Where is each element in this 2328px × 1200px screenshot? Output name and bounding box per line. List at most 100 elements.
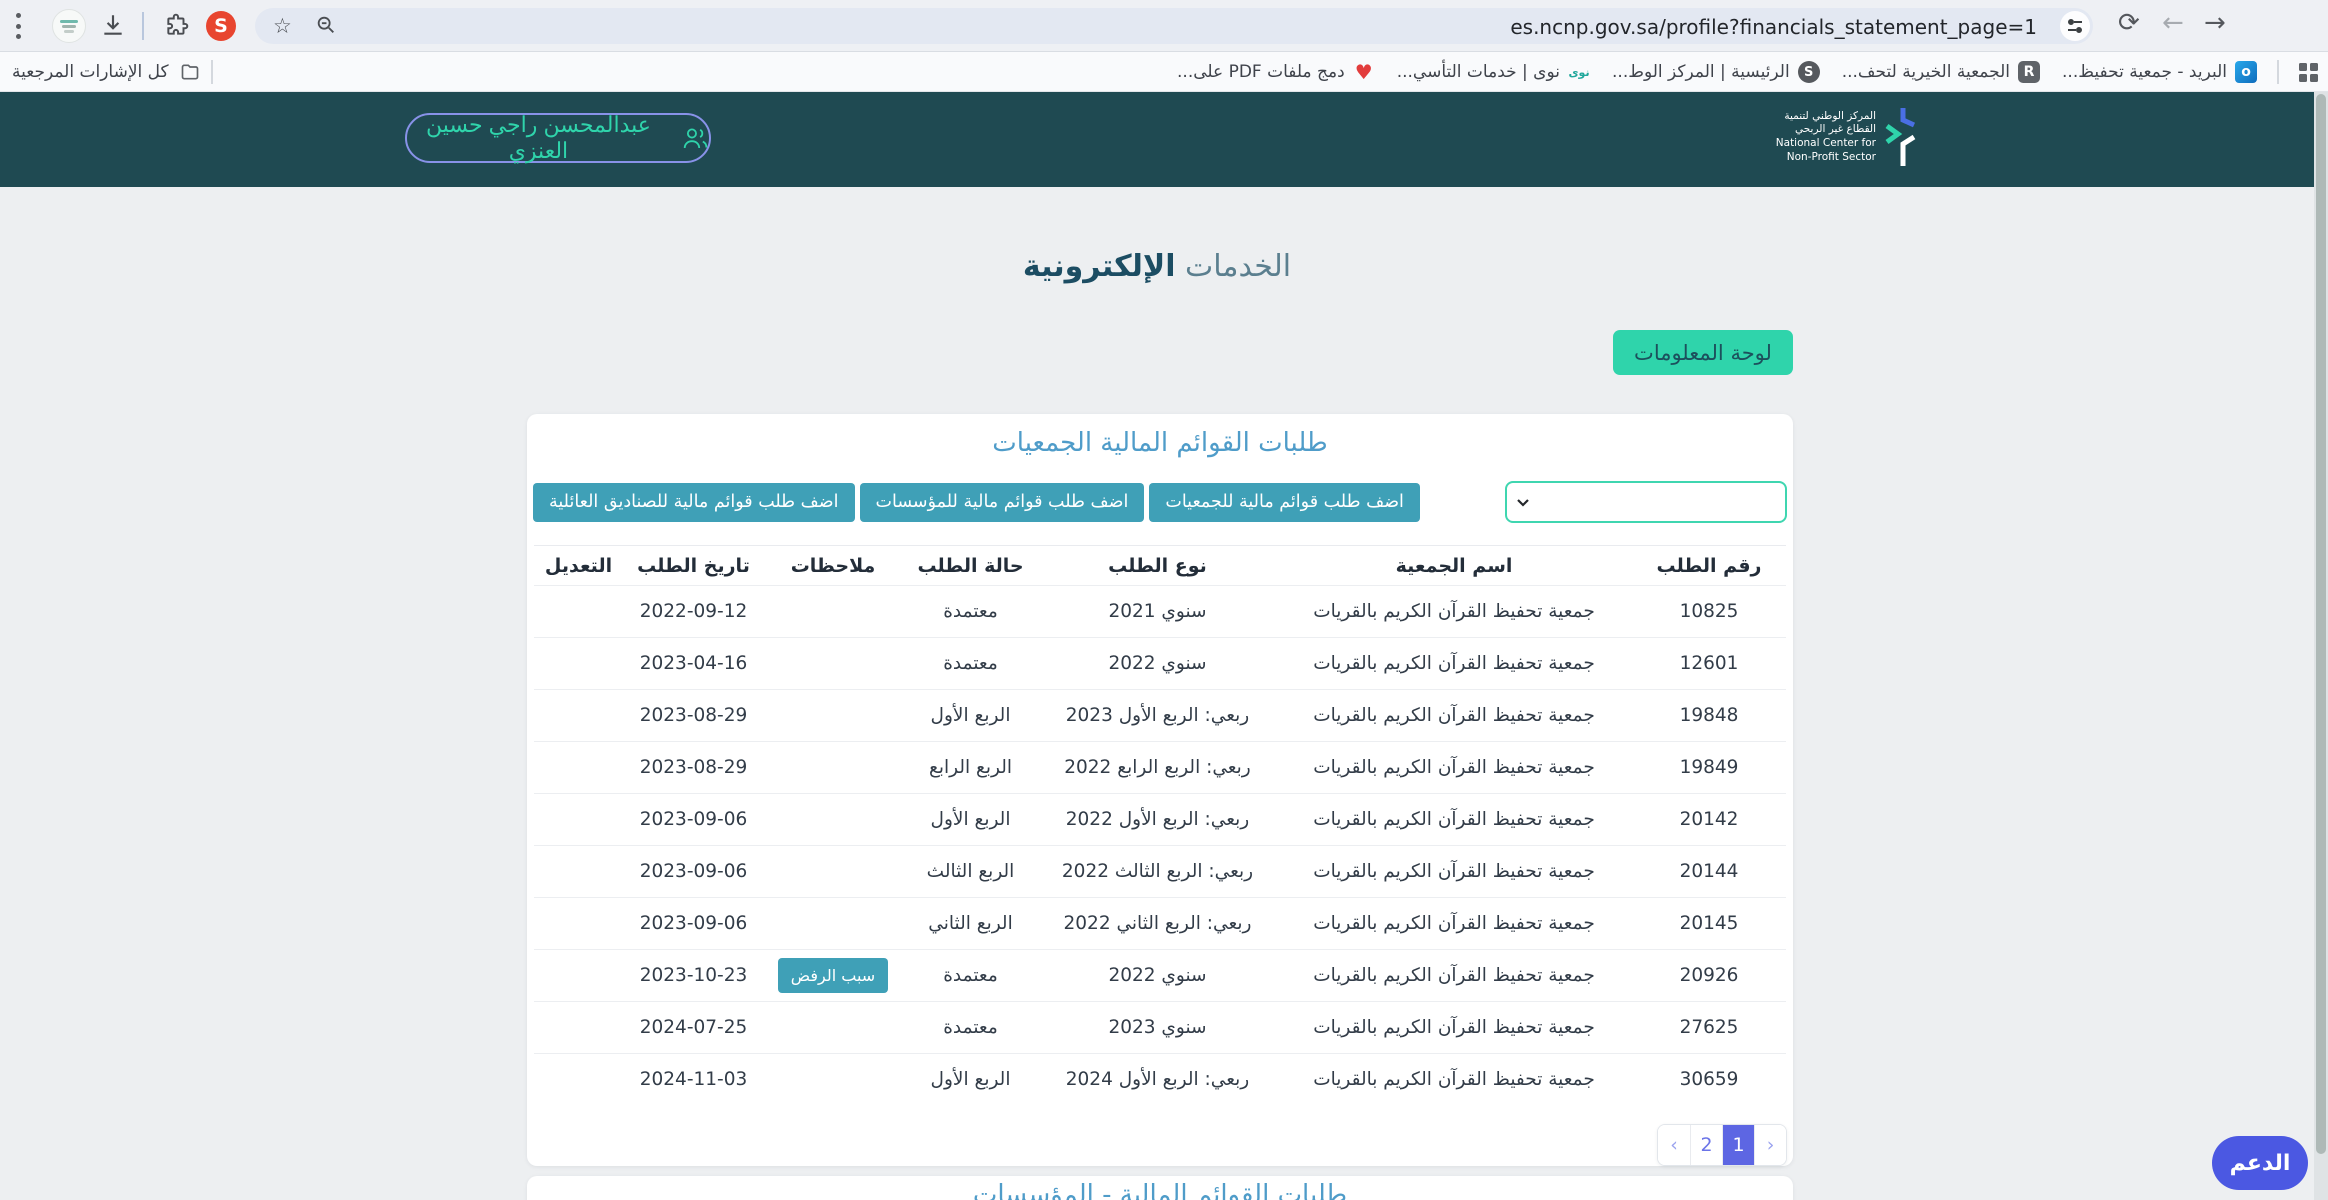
bookmark-item[interactable]: o البريد - جمعية تحفيظ... <box>2062 61 2257 83</box>
user-name: عبدالمحسن راجي حسين العنزي <box>425 112 651 163</box>
column-header: حالة الطلب <box>917 554 1024 577</box>
cell-request-type: سنوي 2022 <box>1039 949 1276 1002</box>
cell-request-no: 27625 <box>1632 1001 1786 1054</box>
cell-notes <box>764 689 902 742</box>
browser-toolbar: S ☆ es.ncnp.gov.sa/profile?financials_st… <box>0 0 2328 52</box>
cell-notes <box>764 897 902 950</box>
foundations-requests-card: طلبات القوائم المالية - المؤسسات <box>527 1176 1793 1200</box>
scrollbar-thumb[interactable] <box>2316 94 2326 1154</box>
forward-icon[interactable]: → <box>2204 8 2226 38</box>
bookmarks-divider <box>2277 60 2279 84</box>
page-scrollbar <box>2314 92 2328 1200</box>
all-bookmarks-label[interactable]: كل الإشارات المرجعية <box>12 62 169 82</box>
bookmark-star-icon[interactable]: ☆ <box>273 14 292 38</box>
cell-association-name: جمعية تحفيظ القرآن الكريم بالقريات <box>1276 793 1632 846</box>
extensions-puzzle-icon[interactable] <box>164 12 190 42</box>
associations-requests-card: طلبات القوائم المالية الجمعيات اضف طلب ق… <box>527 414 1793 1166</box>
cell-request-no: 20926 <box>1632 949 1786 1002</box>
cell-notes <box>764 637 902 690</box>
cell-status: الربع الرابع <box>902 741 1039 794</box>
pagination-page-1-active[interactable]: 1 <box>1722 1125 1754 1165</box>
back-icon[interactable]: ← <box>2162 8 2184 38</box>
table-controls: اضف طلب قوائم مالية للجمعيات اضف طلب قوا… <box>533 481 1787 523</box>
cell-request-date: 2023-04-16 <box>623 637 764 690</box>
rejection-reason-button[interactable]: سبب الرفض <box>777 958 889 993</box>
ncnp-logo-mark <box>1885 108 1916 166</box>
cell-edit <box>534 845 623 898</box>
cell-association-name: جمعية تحفيظ القرآن الكريم بالقريات <box>1276 1053 1632 1106</box>
bookmark-favicon: ♥ <box>1354 60 1373 84</box>
user-profile-button[interactable]: عبدالمحسن راجي حسين العنزي <box>405 112 711 163</box>
bookmark-item[interactable]: R الجمعية الخيرية لتحف... <box>1842 61 2041 83</box>
bookmark-favicon: S <box>1797 61 1820 83</box>
cell-notes <box>764 1001 902 1054</box>
cell-edit <box>534 637 623 690</box>
bookmark-favicon: R <box>2018 61 2041 83</box>
table-row: 27625 جمعية تحفيظ القرآن الكريم بالقريات… <box>534 1001 1786 1054</box>
table-row: 10825 جمعية تحفيظ القرآن الكريم بالقريات… <box>534 585 1786 638</box>
bookmark-favicon: o <box>2235 61 2257 83</box>
cell-request-no: 20144 <box>1632 845 1786 898</box>
sider-extension-icon[interactable]: S <box>206 11 236 41</box>
cell-notes <box>764 845 902 898</box>
bookmark-item[interactable]: ♥ دمج ملفات PDF على... <box>1177 60 1375 84</box>
bookmark-label: البريد - جمعية تحفيظ... <box>2062 62 2227 82</box>
cell-request-date: 2023-09-06 <box>623 793 764 846</box>
zoom-magnifier-icon[interactable] <box>315 14 337 40</box>
downloads-icon[interactable] <box>100 12 126 42</box>
site-settings-tune-icon[interactable] <box>2060 11 2090 41</box>
reload-icon[interactable]: ⟳ <box>2118 8 2140 38</box>
cell-request-no: 10825 <box>1632 585 1786 638</box>
cell-notes <box>764 793 902 846</box>
table-header-row: رقم الطلب اسم الجمعية نوع الطلب حالة الطلب م… <box>534 546 1786 586</box>
cell-request-date: 2024-07-25 <box>623 1001 764 1054</box>
cell-status: معتمدة <box>902 949 1039 1002</box>
support-button[interactable]: الدعم <box>2212 1136 2308 1190</box>
pagination-prev[interactable]: ‹ <box>1658 1125 1690 1165</box>
column-header: رقم الطلب <box>1656 554 1762 577</box>
add-financial-request-button[interactable]: اضف طلب قوائم مالية للمؤسسات <box>859 482 1145 522</box>
pagination-page-2[interactable]: 2 <box>1690 1125 1722 1165</box>
add-financial-request-button[interactable]: اضف طلب قوائم مالية للصناديق العائلية <box>533 482 855 522</box>
users-icon <box>683 128 708 149</box>
bookmark-label: الرئيسية | المركز الوط... <box>1612 62 1790 82</box>
profile-avatar[interactable] <box>52 9 86 43</box>
cell-edit <box>534 689 623 742</box>
cell-association-name: جمعية تحفيظ القرآن الكريم بالقريات <box>1276 689 1632 742</box>
foundations-card-title: طلبات القوائم المالية - المؤسسات <box>972 1180 1348 1200</box>
address-bar[interactable]: ☆ es.ncnp.gov.sa/profile?financials_stat… <box>255 8 2093 44</box>
folder-icon <box>179 61 201 83</box>
ncnp-logo[interactable]: المركز الوطني لتنمية القطاع غير الربحي Nat… <box>1776 104 1918 170</box>
cell-request-no: 12601 <box>1632 637 1786 690</box>
cell-status: معتمدة <box>902 585 1039 638</box>
add-financial-request-button[interactable]: اضف طلب قوائم مالية للجمعيات <box>1149 482 1420 522</box>
table-row: 20145 جمعية تحفيظ القرآن الكريم بالقريات… <box>534 897 1786 950</box>
add-buttons-group: اضف طلب قوائم مالية للجمعيات اضف طلب قوا… <box>533 482 1420 522</box>
cell-request-date: 2023-08-29 <box>623 689 764 742</box>
page-title-regular: الخدمات <box>1185 249 1292 284</box>
dashboard-button[interactable]: لوحة المعلومات <box>1613 330 1793 375</box>
table-row: 20144 جمعية تحفيظ القرآن الكريم بالقريات… <box>534 845 1786 898</box>
cell-request-date: 2022-09-12 <box>623 585 764 638</box>
pagination-next[interactable]: › <box>1754 1125 1786 1165</box>
logo-text: المركز الوطني لتنمية القطاع غير الربحي Nat… <box>1776 110 1876 165</box>
logo-text-line: Non-Profit Sector <box>1786 150 1876 163</box>
cell-notes <box>764 741 902 794</box>
cell-request-type: سنوي 2022 <box>1039 637 1276 690</box>
bookmark-item[interactable]: S الرئيسية | المركز الوط... <box>1612 61 1820 83</box>
cell-notes <box>764 585 902 638</box>
chevron-down-icon <box>1517 499 1529 507</box>
bookmarks-list: o البريد - جمعية تحفيظ... R الجمعية الخي… <box>1177 60 2257 84</box>
url-text[interactable]: es.ncnp.gov.sa/profile?financials_statem… <box>1510 15 2037 39</box>
bookmark-item[interactable]: نوى نوى | خدمات التأسي... <box>1397 61 1590 83</box>
filter-select[interactable] <box>1505 481 1787 523</box>
associations-card-title: طلبات القوائم المالية الجمعيات <box>992 428 1328 458</box>
apps-grid-icon[interactable] <box>2299 62 2318 82</box>
cell-association-name: جمعية تحفيظ القرآن الكريم بالقريات <box>1276 845 1632 898</box>
browser-menu-icon[interactable] <box>16 13 22 39</box>
table-row: 19849 جمعية تحفيظ القرآن الكريم بالقريات… <box>534 741 1786 794</box>
cell-edit <box>534 949 623 1002</box>
table-row: 12601 جمعية تحفيظ القرآن الكريم بالقريات… <box>534 637 1786 690</box>
cell-request-type: سنوي 2023 <box>1039 1001 1276 1054</box>
logo-text-line: National Center for <box>1775 137 1876 149</box>
